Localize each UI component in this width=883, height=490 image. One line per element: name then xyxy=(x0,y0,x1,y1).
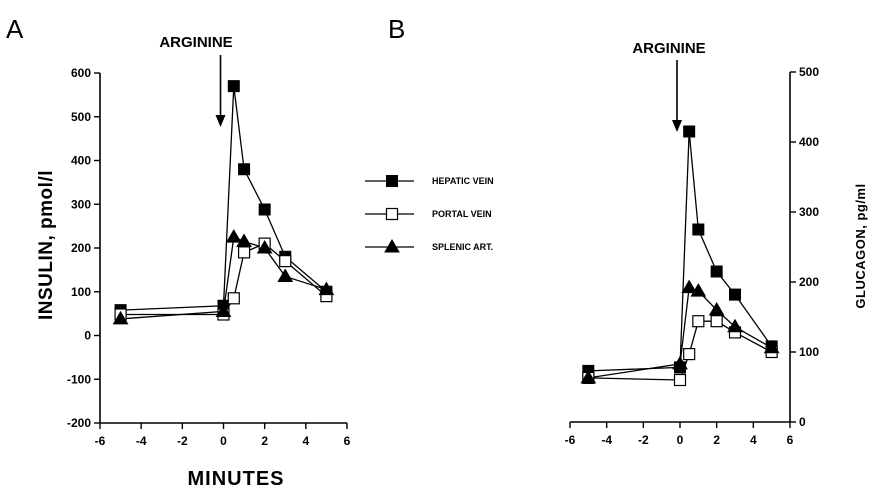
legend-marker xyxy=(386,175,398,187)
data-point-a-0 xyxy=(227,80,240,93)
x-tick-label-b: 2 xyxy=(713,433,720,447)
data-point-a-2 xyxy=(236,233,252,247)
y-tick-label-b: 200 xyxy=(799,275,819,289)
x-tick-label-b: -2 xyxy=(638,433,649,447)
x-tick-label-a: 4 xyxy=(302,434,309,448)
data-point-b-1 xyxy=(683,348,696,361)
legend-marker xyxy=(384,239,400,253)
data-point-b-1 xyxy=(673,373,687,387)
y-tick-label-a: -200 xyxy=(67,416,91,430)
x-tick-label-a: -6 xyxy=(95,434,106,448)
data-point-a-0 xyxy=(238,163,251,176)
y-tick-label-a: 100 xyxy=(71,285,91,299)
arginine-annotation-a: ARGININE xyxy=(159,34,232,51)
series-line-b-0 xyxy=(588,131,773,372)
x-tick-label-b: 4 xyxy=(750,433,757,447)
x-tick-label-b: 6 xyxy=(787,433,794,447)
y-tick-label-b: 300 xyxy=(799,205,819,219)
data-point-a-2 xyxy=(112,310,129,325)
chart-panel-a: -200 -100 0 100 200 300 400 500 600 -6 -4 -2 0 2 4 6 xyxy=(67,55,351,448)
y-tick-label-b: 100 xyxy=(799,345,819,359)
y-tick-label-a: 500 xyxy=(71,110,91,124)
x-tick-label-b: -6 xyxy=(565,433,576,447)
y-tick-label-a: 200 xyxy=(71,241,91,255)
x-tick-label-b: -4 xyxy=(601,433,612,447)
y-tick-label-b: 0 xyxy=(799,415,806,429)
y-tick-label-a: 0 xyxy=(84,329,91,343)
x-tick-label-a: 0 xyxy=(220,434,227,448)
y-axis-title-b: GLUCAGON, pg/ml xyxy=(853,183,868,308)
x-tick-label-a: -4 xyxy=(136,434,147,448)
x-tick-label-b: 0 xyxy=(677,433,684,447)
data-point-a-2 xyxy=(318,281,335,296)
data-point-b-2 xyxy=(708,302,725,316)
legend-label: HEPATIC VEIN xyxy=(432,176,494,186)
arginine-arrowhead-a xyxy=(215,115,226,127)
data-point-b-0 xyxy=(692,223,705,236)
x-tick-label-a: -2 xyxy=(177,434,188,448)
legend-label: SPLENIC ART. xyxy=(432,242,493,252)
panel-label-a: A xyxy=(6,14,24,44)
y-tick-label-a: -100 xyxy=(67,372,91,386)
panel-label-b: B xyxy=(388,14,405,44)
y-tick-label-b: 400 xyxy=(799,135,819,149)
y-tick-label-b: 500 xyxy=(799,65,819,79)
legend-label: PORTAL VEIN xyxy=(432,209,492,219)
chart-panel-b: 0 100 200 300 400 500 -6 -4 -2 0 2 4 6 xyxy=(565,60,819,447)
data-point-b-2 xyxy=(763,339,780,354)
data-point-a-1 xyxy=(237,246,251,259)
data-point-b-2 xyxy=(727,318,743,333)
y-tick-label-a: 300 xyxy=(71,197,91,211)
x-tick-label-a: 6 xyxy=(344,434,351,448)
data-point-a-2 xyxy=(277,268,294,282)
x-axis-title: MINUTES xyxy=(188,468,285,490)
data-point-b-0 xyxy=(683,125,696,138)
data-point-b-2 xyxy=(690,283,707,297)
y-tick-label-a: 600 xyxy=(71,66,91,80)
data-point-b-0 xyxy=(710,265,723,278)
data-point-a-0 xyxy=(258,203,271,216)
data-point-b-2 xyxy=(672,355,688,370)
data-point-b-0 xyxy=(729,288,741,301)
y-axis-title-a: INSULIN, pmol/l xyxy=(36,170,57,320)
data-point-a-1 xyxy=(279,255,292,268)
data-point-a-2 xyxy=(215,303,232,317)
data-point-b-1 xyxy=(692,315,705,328)
arginine-arrowhead-b xyxy=(672,120,682,132)
x-tick-label-a: 2 xyxy=(261,434,268,448)
legend-marker xyxy=(385,207,399,221)
data-point-b-2 xyxy=(580,369,597,384)
data-point-a-2 xyxy=(256,240,273,254)
y-tick-label-a: 400 xyxy=(71,154,91,168)
data-point-a-2 xyxy=(225,229,242,243)
arginine-annotation-b: ARGININE xyxy=(632,40,705,57)
data-point-a-1 xyxy=(227,292,240,305)
legend: HEPATIC VEIN PORTAL VEIN SPLENIC ART. xyxy=(365,175,494,253)
data-point-b-2 xyxy=(681,279,698,294)
data-point-b-1 xyxy=(710,315,723,328)
